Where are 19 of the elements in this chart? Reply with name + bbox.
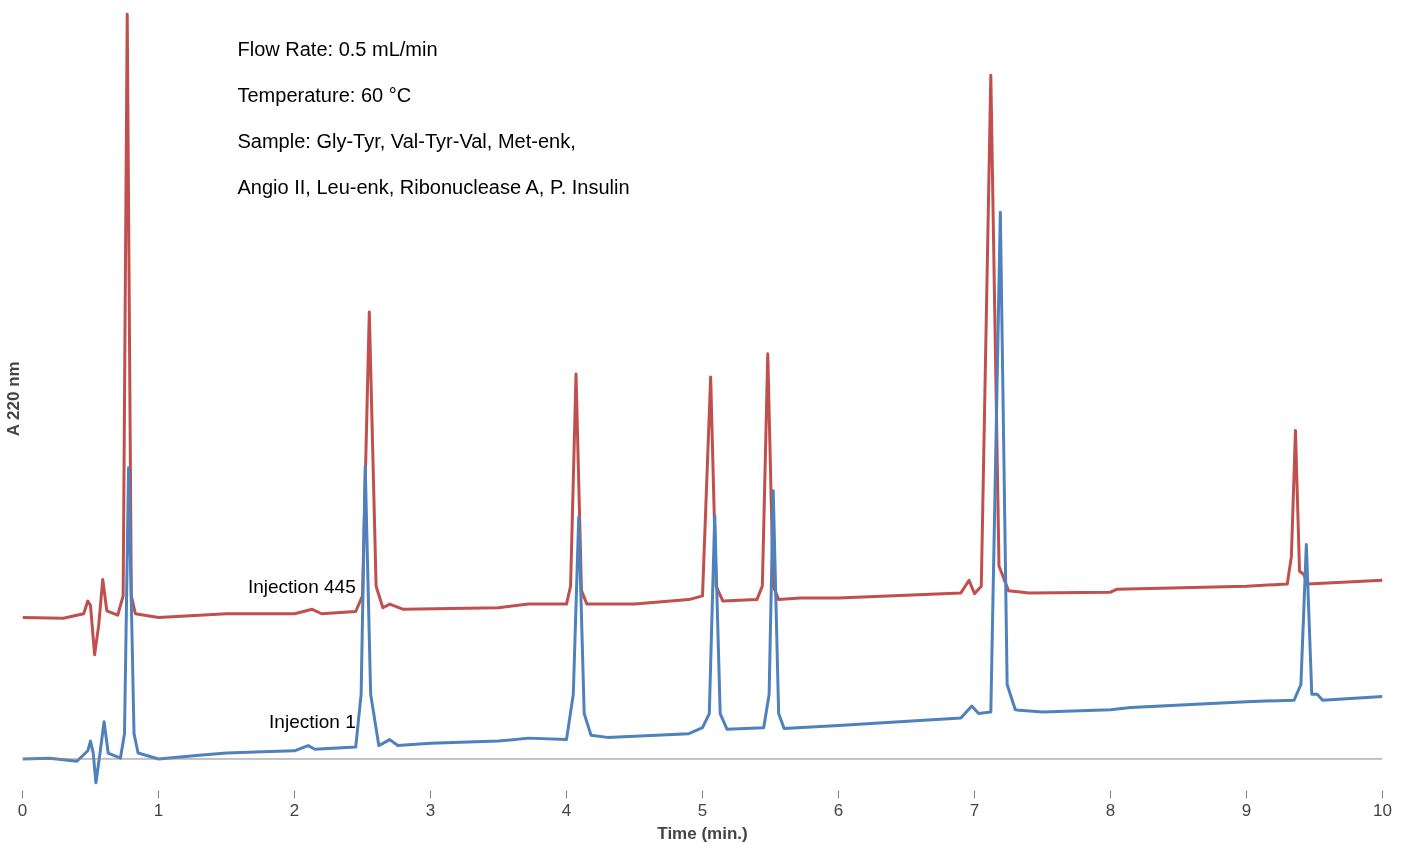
x-tick-label: 1 (153, 800, 164, 820)
x-tick-label: 10 (1373, 800, 1392, 820)
x-tick-label: 7 (969, 800, 980, 820)
x-tick-label: 5 (697, 800, 708, 820)
x-tick-label: 6 (833, 800, 844, 820)
x-axis-title: Time (min.) (657, 823, 748, 843)
series-label: Injection 445 (247, 575, 356, 597)
x-tick-label: 4 (561, 800, 572, 820)
x-tick-label: 9 (1241, 800, 1252, 820)
y-axis-title: A 220 nm (3, 361, 23, 437)
annotation: Angio II, Leu-enk, Ribonuclease A, P. Insulin (237, 175, 630, 198)
x-tick-label: 0 (17, 800, 28, 820)
annotation: Flow Rate: 0.5 mL/min (237, 37, 438, 60)
series-label: Injection 1 (269, 711, 356, 733)
x-tick-label: 2 (289, 800, 300, 820)
x-tick-label: 3 (425, 800, 436, 820)
annotation: Sample: Gly-Tyr, Val-Tyr-Val, Met-enk, (237, 129, 576, 152)
x-tick-label: 8 (1105, 800, 1116, 820)
annotation: Temperature: 60 °C (237, 83, 412, 106)
